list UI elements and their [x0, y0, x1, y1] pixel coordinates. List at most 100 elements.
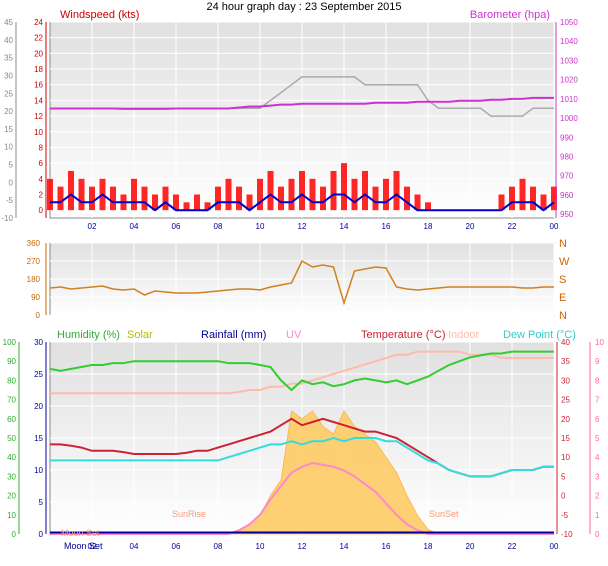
windspeed-bar — [498, 194, 505, 211]
dir-tick-label: 0 — [36, 311, 41, 320]
barometer-label: Barometer (hpa) — [470, 9, 550, 21]
indoor-label: Indoor — [448, 329, 480, 341]
windspeed-bar — [110, 186, 116, 211]
dewpoint-label: Dew Point (°C) — [503, 329, 576, 341]
temp-tick-label: 0 — [561, 492, 566, 501]
windspeed-bar — [215, 186, 221, 211]
temp-x-tick-label: 02 — [88, 542, 97, 551]
wind-tick-label: 4 — [39, 175, 44, 184]
baro-tick-label: 970 — [560, 172, 574, 181]
windspeed-bar — [414, 194, 421, 211]
windspeed-label: Windspeed (kts) — [60, 9, 139, 21]
baro-tick-label: 1050 — [560, 18, 578, 27]
solar-label: Solar — [127, 329, 153, 341]
indoor-series-line — [50, 350, 554, 395]
windspeed-bar — [57, 186, 64, 211]
windspeed-bar — [404, 186, 410, 211]
uv-tick-label: 9 — [595, 357, 600, 366]
temp-tick-label: 35 — [561, 357, 570, 366]
wind-outer-tick-label: 0 — [9, 178, 14, 187]
windspeed-bar — [341, 163, 347, 211]
windspeed-bar — [225, 178, 232, 211]
dir-compass-label: N — [559, 310, 567, 322]
wind-x-tick-label: 06 — [172, 222, 181, 231]
wind-outer-tick-label: 45 — [4, 18, 13, 27]
windspeed-bar — [236, 186, 242, 211]
windspeed-bar — [89, 186, 95, 211]
wind-x-tick-label: 20 — [466, 222, 475, 231]
humidity-tick-label: 20 — [7, 492, 16, 501]
temp-tick-label: 40 — [561, 338, 570, 347]
wind-x-tick-label: 04 — [130, 222, 139, 231]
temp-x-tick-label: 04 — [130, 542, 139, 551]
humidity-tick-label: 50 — [7, 434, 16, 443]
wind-tick-label: 18 — [34, 65, 43, 74]
wind-outer-tick-label: 30 — [4, 71, 13, 80]
baro-tick-label: 1010 — [560, 95, 578, 104]
uv-label: UV — [286, 329, 302, 341]
moonset-label-bottom: Moon Set — [64, 541, 103, 551]
windspeed-bar — [299, 170, 305, 211]
wind-x-tick-label: 14 — [340, 222, 349, 231]
windspeed-bar — [519, 178, 526, 211]
wind-panel: -10-505101520253035404502468101214161820… — [1, 9, 578, 231]
wind-outer-tick-label: 5 — [9, 161, 14, 170]
wind-tick-label: 22 — [34, 34, 43, 43]
wind-tick-label: 12 — [34, 112, 43, 121]
windspeed-bar — [540, 194, 547, 211]
uv-tick-label: 8 — [595, 376, 600, 385]
temp-tick-label: -10 — [561, 530, 573, 539]
uv-series-line — [50, 461, 554, 535]
temp-x-tick-label: 14 — [340, 542, 349, 551]
dir-tick-label: 90 — [31, 293, 40, 302]
temp-tick-label: 10 — [561, 453, 570, 462]
windspeed-bar — [68, 170, 74, 211]
temp-tick-label: 5 — [561, 472, 566, 481]
windspeed-bar — [257, 178, 263, 211]
temp-tick-label: 30 — [561, 376, 570, 385]
windspeed-bar — [173, 194, 179, 211]
temp-x-tick-label: 20 — [466, 542, 475, 551]
windspeed-bar — [530, 186, 536, 211]
uv-tick-label: 10 — [595, 338, 604, 347]
windspeed-bar — [162, 186, 169, 211]
humidity-tick-label: 70 — [7, 396, 16, 405]
wind-x-tick-label: 18 — [424, 222, 433, 231]
humidity-label: Humidity (%) — [57, 329, 120, 341]
wind-outer-tick-label: 15 — [4, 125, 13, 134]
windspeed-bar — [330, 170, 337, 211]
wind-outer-tick-label: 35 — [4, 54, 13, 63]
humidity-tick-label: 40 — [7, 453, 16, 462]
baro-tick-label: 1030 — [560, 56, 578, 65]
windspeed-bar — [425, 202, 431, 211]
humidity-tick-label: 10 — [7, 511, 16, 520]
windspeed-bar — [351, 178, 358, 211]
baro-tick-label: 1040 — [560, 37, 578, 46]
wind-x-tick-label: 10 — [256, 222, 265, 231]
windspeed-bar — [246, 194, 253, 211]
inner-tick-label: 0 — [39, 530, 44, 539]
wind-x-tick-label: 16 — [382, 222, 391, 231]
sunrise-label: SunRise — [172, 509, 206, 519]
uv-tick-label: 4 — [595, 453, 600, 462]
windspeed-bar — [183, 202, 190, 211]
uv-tick-label: 7 — [595, 396, 600, 405]
windspeed-bar — [204, 202, 211, 211]
wind-tick-label: 6 — [39, 159, 44, 168]
windspeed-bar — [141, 186, 148, 211]
wind-tick-label: 24 — [34, 18, 43, 27]
inner-tick-label: 15 — [34, 434, 43, 443]
temp-x-tick-label: 16 — [382, 542, 391, 551]
windspeed-bar — [383, 178, 389, 211]
temp-x-tick-label: 10 — [256, 542, 265, 551]
windspeed-bar — [267, 170, 274, 211]
wind-x-tick-label: 22 — [508, 222, 517, 231]
humidity-tick-label: 30 — [7, 472, 16, 481]
baro-tick-label: 980 — [560, 153, 574, 162]
wind-tick-label: 8 — [39, 143, 44, 152]
temp-tick-label: 25 — [561, 396, 570, 405]
dir-compass-label: N — [559, 238, 567, 250]
wind-outer-tick-label: 25 — [4, 89, 13, 98]
